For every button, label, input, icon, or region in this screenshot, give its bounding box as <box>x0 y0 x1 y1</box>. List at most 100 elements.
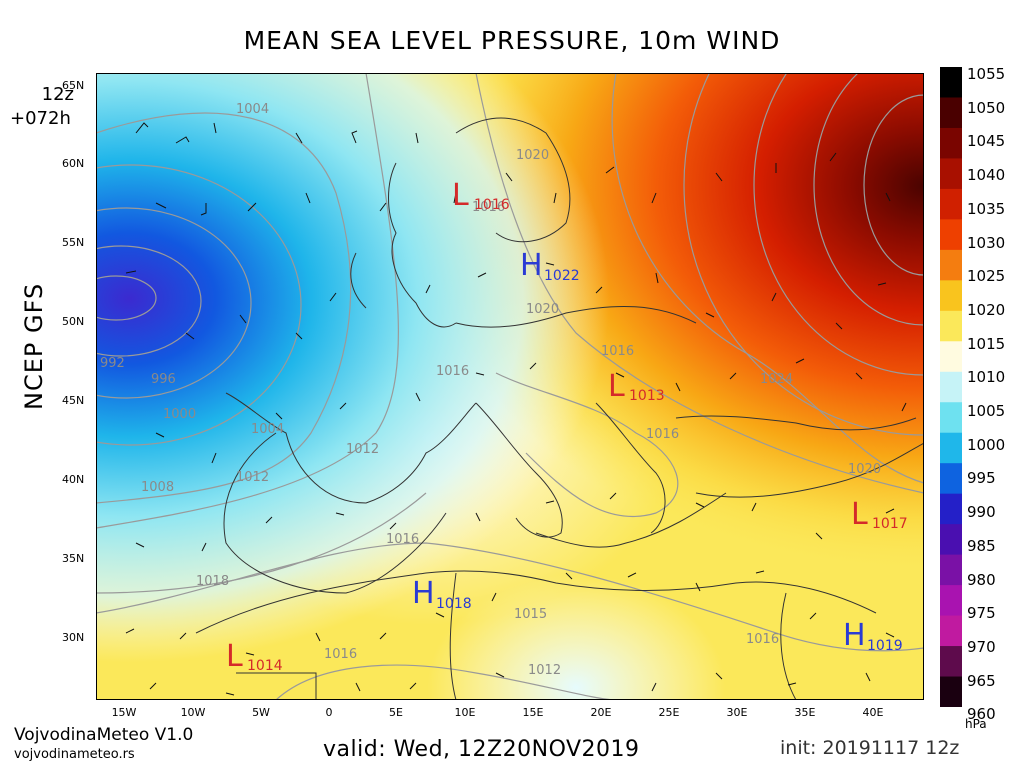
lat-label: 45N <box>62 394 85 407</box>
colorbar-swatch <box>940 97 962 129</box>
colorbar-swatch <box>940 219 962 251</box>
lon-label: 15E <box>522 706 544 719</box>
colorbar-swatch <box>940 67 962 98</box>
colorbar-swatch <box>940 371 962 403</box>
svg-text:1018: 1018 <box>436 596 472 612</box>
colorbar-swatch <box>940 249 962 281</box>
isobar-labels: 1004 1020 1016 1020 1016 1016 1016 1012 … <box>100 102 881 678</box>
svg-text:1014: 1014 <box>247 658 283 674</box>
svg-text:H: H <box>412 576 435 611</box>
lat-label: 55N <box>62 236 85 249</box>
isobar-label: 1020 <box>526 302 559 317</box>
lon-label: 10W <box>180 706 206 719</box>
colorbar-swatch <box>940 554 962 586</box>
svg-text:1017: 1017 <box>872 516 908 532</box>
isobar-label: 1016 <box>601 344 634 359</box>
isobar-label: 1016 <box>386 532 419 547</box>
colorbar-label: 1035 <box>967 199 1006 218</box>
colorbar-label: 960 <box>967 705 996 724</box>
lat-label: 65N <box>62 79 85 92</box>
svg-text:H: H <box>843 618 866 653</box>
colorbar-label: 1015 <box>967 334 1006 353</box>
lon-label: 20E <box>590 706 612 719</box>
isobar-label: 1020 <box>848 462 881 477</box>
valid-time: valid: Wed, 12Z20NOV2019 <box>323 737 640 762</box>
lon-label: 25E <box>658 706 680 719</box>
isobar-label: 1012 <box>528 663 561 678</box>
isobar-label: 1016 <box>324 647 357 662</box>
svg-text:1022: 1022 <box>544 268 580 284</box>
colorbar-label: 1010 <box>967 368 1006 387</box>
pressure-centers: L 1016 H 1022 L 1013 H 1018 L 1014 L 101… <box>226 178 908 674</box>
colorbar-label: 990 <box>967 503 996 522</box>
svg-text:1013: 1013 <box>629 388 665 404</box>
colorbar-label: 995 <box>967 469 996 488</box>
colorbar-label: 965 <box>967 671 996 690</box>
lon-label: 30E <box>726 706 748 719</box>
isobar-label: 1016 <box>472 200 505 215</box>
colorbar-label: 1025 <box>967 267 1006 286</box>
colorbar-label: 1045 <box>967 132 1006 151</box>
colorbar-label: 1040 <box>967 166 1006 185</box>
colorbar-swatch <box>940 463 962 495</box>
svg-text:L: L <box>608 369 625 404</box>
coastlines <box>195 117 924 700</box>
lat-label: 40N <box>62 473 85 486</box>
colorbar-swatch <box>940 280 962 312</box>
run-hour: 12z <box>41 84 74 105</box>
colorbar-label: 975 <box>967 604 996 623</box>
init-time: init: 20191117 12z <box>780 737 960 759</box>
low-marker: L 1016 <box>452 178 510 213</box>
lon-label: 15W <box>111 706 137 719</box>
lon-label: 35E <box>794 706 816 719</box>
svg-text:L: L <box>226 639 243 674</box>
brand-url: vojvodinameteo.rs <box>14 747 135 762</box>
wind-barbs <box>125 122 907 696</box>
colorbar-label: 1050 <box>967 98 1006 117</box>
model-name: NCEP GFS <box>20 282 48 410</box>
lat-label: 35N <box>62 552 85 565</box>
high-marker: H 1018 <box>412 576 472 612</box>
colorbar-swatch <box>940 188 962 220</box>
low-marker: L 1014 <box>226 639 283 674</box>
isobar-label: 1016 <box>436 364 469 379</box>
isobar-label: 1015 <box>514 607 547 622</box>
pressure-colorbar <box>940 67 962 707</box>
svg-text:L: L <box>851 497 868 532</box>
lon-label: 40E <box>862 706 884 719</box>
isobar-label: 1016 <box>646 427 679 442</box>
colorbar-label: 985 <box>967 536 996 555</box>
isobar-label: 996 <box>151 372 176 387</box>
map-frame <box>96 73 924 700</box>
colorbar-swatch <box>940 493 962 525</box>
colorbar-label: 1030 <box>967 233 1006 252</box>
low-marker: L 1013 <box>608 369 665 404</box>
svg-text:H: H <box>520 248 543 283</box>
colorbar-swatch <box>940 524 962 556</box>
colorbar-label: 980 <box>967 570 996 589</box>
lat-label: 50N <box>62 315 85 328</box>
colorbar-label: 1020 <box>967 300 1006 319</box>
isobar-label: 1024 <box>760 372 793 387</box>
colorbar-swatch <box>940 158 962 190</box>
colorbar-label: 970 <box>967 637 996 656</box>
isobar-label: 1004 <box>251 422 284 437</box>
colorbar-swatch <box>940 341 962 373</box>
colorbar-swatch <box>940 402 962 434</box>
isobar-label: 1018 <box>196 574 229 589</box>
colorbar-swatch <box>940 676 962 707</box>
isobars <box>96 73 924 700</box>
isobar-label: 1008 <box>141 480 174 495</box>
colorbar-swatch <box>940 310 962 342</box>
colorbar-swatch <box>940 646 962 678</box>
colorbar-label: 1000 <box>967 435 1006 454</box>
lon-label: 10E <box>454 706 476 719</box>
isobar-label: 1012 <box>236 470 269 485</box>
colorbar-swatch <box>940 585 962 617</box>
low-marker: L 1017 <box>851 497 908 532</box>
high-marker: H 1022 <box>520 248 580 284</box>
svg-text:L: L <box>452 178 469 213</box>
isobar-label: 1004 <box>236 102 269 117</box>
lon-label: 0 <box>325 706 333 719</box>
lat-label: 60N <box>62 157 85 170</box>
